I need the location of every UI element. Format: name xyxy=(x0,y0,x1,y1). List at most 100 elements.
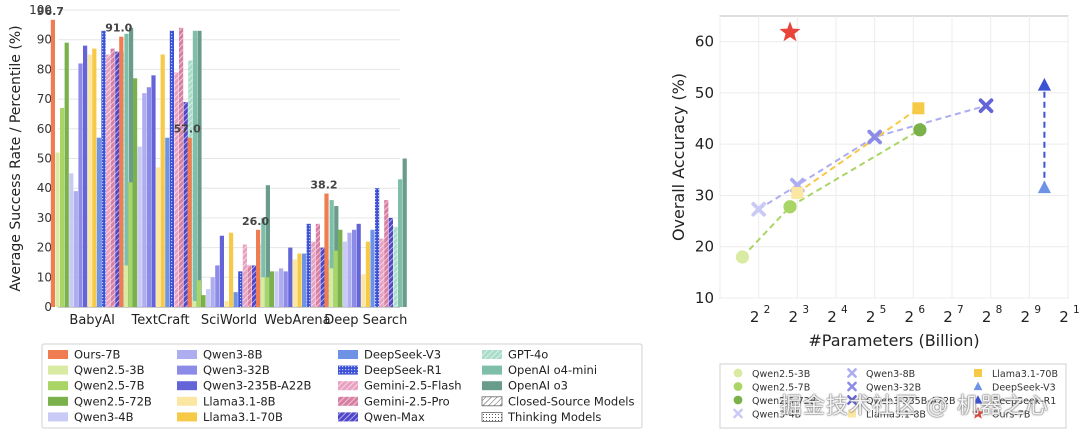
bar-value-label: 57.0 xyxy=(174,123,201,136)
bar xyxy=(197,30,202,307)
point-marker xyxy=(978,98,994,114)
bar xyxy=(96,137,101,307)
x-tick-label: WebArena xyxy=(264,313,331,328)
point-marker xyxy=(912,102,925,115)
legend-swatch xyxy=(177,381,197,391)
bar xyxy=(146,87,151,307)
legend-label: Qwen2.5-7B xyxy=(74,379,145,393)
bar xyxy=(347,232,352,307)
bar xyxy=(269,271,274,307)
x-tick-exponent: 8 xyxy=(996,304,1003,316)
legend-label: DeepSeek-R1 xyxy=(992,396,1056,407)
bar xyxy=(274,271,279,307)
bar xyxy=(124,33,129,307)
point-marker xyxy=(847,381,857,392)
point-marker xyxy=(973,395,983,404)
legend-label: Llama3.1-8B xyxy=(866,410,926,421)
bar-hatch xyxy=(238,271,243,307)
bar xyxy=(156,167,161,307)
legend-label: DeepSeek-V3 xyxy=(992,383,1056,394)
x-tick-exponent: 6 xyxy=(918,304,925,316)
bar xyxy=(215,265,220,307)
legend-label: Qwen3-235B-A22B xyxy=(203,379,312,393)
bar xyxy=(119,36,124,307)
legend-swatch-hatch xyxy=(482,396,502,406)
legend-swatch xyxy=(482,381,502,391)
legend-label: Qwen2.5-7B xyxy=(752,383,810,394)
x-axis-title: #Parameters (Billion) xyxy=(808,331,979,350)
bar xyxy=(128,182,133,307)
bar xyxy=(55,152,60,307)
point-marker xyxy=(1037,180,1052,194)
point-marker xyxy=(735,250,750,264)
legend-label: Llama3.1-8B xyxy=(203,394,276,408)
point-marker xyxy=(791,186,804,199)
bar xyxy=(261,217,266,307)
y-tick-label: 40 xyxy=(695,135,714,153)
y-axis-title: Average Success Rate / Percentile (%) xyxy=(8,25,24,291)
point-marker xyxy=(974,369,982,377)
legend-swatch xyxy=(338,350,358,359)
legend-swatch xyxy=(482,365,502,375)
bar xyxy=(279,268,284,307)
bar xyxy=(160,54,165,307)
y-tick-label: 60 xyxy=(695,33,714,51)
legend-label: Gemini-2.5-Flash xyxy=(364,379,462,393)
legend-swatch-hatch xyxy=(338,381,358,391)
bar xyxy=(352,229,357,307)
bar xyxy=(329,200,334,307)
legend-label: Closed-Source Models xyxy=(508,394,634,408)
legend-swatch-hatch xyxy=(338,365,358,375)
bar xyxy=(196,280,201,307)
x-tick-exponent: 3 xyxy=(802,304,809,316)
bar xyxy=(370,229,375,307)
bar xyxy=(329,268,334,307)
plot-area xyxy=(719,15,1069,299)
point-marker xyxy=(779,21,801,42)
bar xyxy=(69,173,74,307)
legend-label: DeepSeek-V3 xyxy=(364,348,441,362)
legend-swatch-hatch xyxy=(482,350,502,359)
bar xyxy=(129,27,134,307)
y-tick-label: 20 xyxy=(37,241,52,255)
bar-hatch xyxy=(174,72,179,308)
x-tick-base: 2 xyxy=(750,308,760,326)
legend-swatch xyxy=(177,396,197,406)
point-marker xyxy=(751,201,766,217)
y-axis-title: Overall Accuracy (%) xyxy=(669,73,688,241)
x-tick-base: 2 xyxy=(943,308,953,326)
bar-value-label: 91.0 xyxy=(105,22,132,35)
bar-hatch xyxy=(252,265,257,307)
bar xyxy=(78,63,83,308)
x-tick-exponent: 5 xyxy=(880,304,887,316)
bar-hatch xyxy=(311,241,316,307)
x-tick-exponent: 10 xyxy=(1073,304,1080,316)
bar xyxy=(210,277,215,307)
bar xyxy=(206,289,211,307)
bar-hatch xyxy=(379,238,384,307)
legend-swatch xyxy=(48,365,68,375)
y-tick-label: 70 xyxy=(37,92,52,106)
bar xyxy=(361,274,366,307)
bar xyxy=(338,229,343,307)
bar xyxy=(333,250,338,307)
bar-hatch xyxy=(115,51,120,307)
point-marker xyxy=(973,381,983,391)
series-line xyxy=(796,107,919,194)
point-marker xyxy=(848,409,856,418)
bar xyxy=(402,158,407,307)
x-tick-base: 2 xyxy=(866,308,876,326)
bar xyxy=(297,253,302,307)
x-tick-base: 2 xyxy=(1059,308,1069,326)
bar-hatch xyxy=(384,200,389,307)
bar xyxy=(83,45,88,307)
point-marker xyxy=(733,368,743,378)
bar xyxy=(265,185,270,307)
y-tick-label: 10 xyxy=(695,289,714,307)
bar xyxy=(165,137,170,307)
x-tick-exponent: 9 xyxy=(1034,304,1041,316)
bar-hatch xyxy=(315,223,320,307)
legend-swatch xyxy=(177,365,197,375)
y-tick-label: 80 xyxy=(37,62,52,76)
